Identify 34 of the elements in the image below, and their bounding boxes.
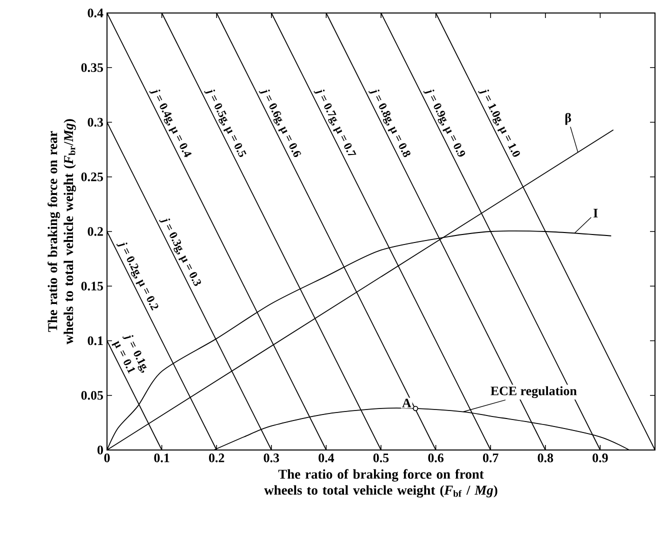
text: j = 0.9g, μ = 0.9	[423, 90, 466, 157]
y-tick-label: 0.15	[81, 282, 104, 291]
x-tick-label: 0.3	[264, 454, 280, 462]
y-tick-label: 0.1	[88, 336, 103, 346]
y-tick-label: 0.3	[88, 118, 104, 127]
y-tick-label: 0	[98, 446, 103, 454]
y-tick-label: 0.2	[88, 227, 103, 236]
x-axis-title: The ratio of braking force on front wheels to total vehicle weight (F$_{bf}$ / Mg)	[264, 469, 498, 498]
y-tick-label: 0.35	[81, 63, 104, 72]
x-tick-label: 0.5	[373, 454, 389, 462]
x-tick-label: 0.2	[209, 454, 224, 462]
text: j = 0.4g, μ = 0.4	[149, 90, 192, 158]
x-tick-label: 0.9	[592, 454, 608, 462]
x-tick-label: 0.7	[483, 454, 498, 462]
text: j = 0.7g, μ = 0.7	[314, 90, 356, 156]
x-tick-label: 0.4	[318, 454, 334, 462]
series-label: I	[594, 208, 598, 218]
text: j = 0.3g, μ = 0.3	[159, 218, 201, 286]
y-tick-label: 0.25	[81, 172, 104, 182]
legend-label: j = 0.1g, μ = 0.1	[112, 335, 147, 374]
x-tick-label: 0.8	[538, 454, 554, 462]
text: β	[565, 112, 572, 125]
text: j = 1.0g, μ = 1.0	[478, 90, 520, 157]
text: j = 0.2g, μ = 0.2	[116, 242, 158, 311]
text: j = 0.5g, μ = 0.5	[204, 90, 246, 157]
y-tick-label: 0.05	[81, 390, 104, 400]
text: j = 0.6g, μ = 0.6	[258, 90, 302, 158]
series-label: ECE regulation	[490, 386, 577, 398]
x-tick-label: 0	[104, 454, 110, 462]
text: j = 0.8g, μ = 0.8	[368, 90, 410, 158]
x-tick-label: 0.6	[428, 454, 444, 462]
y-tick-label: 0.4	[88, 8, 104, 18]
series-label: A	[402, 398, 412, 408]
x-tick-label: 0.1	[154, 454, 170, 462]
